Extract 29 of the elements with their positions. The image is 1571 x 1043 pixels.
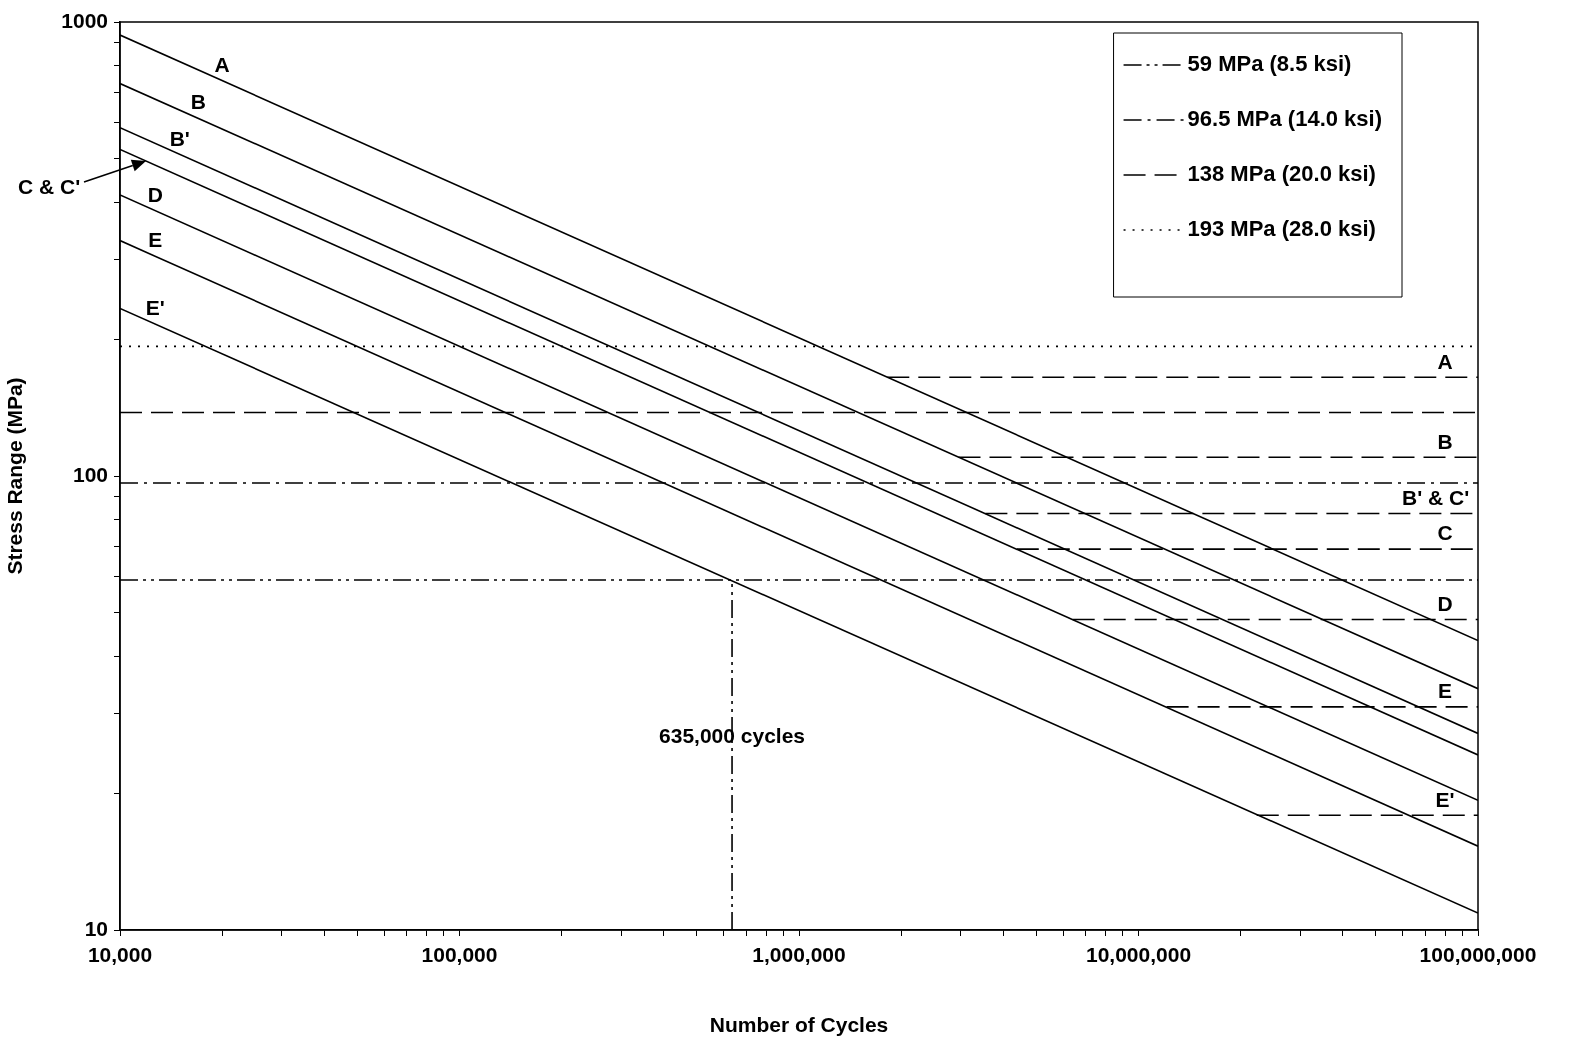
annotation: E [148,228,163,252]
x-tick-label: 1,000,000 [752,943,846,967]
annotation: E' [145,296,165,320]
x-tick-label: 10,000,000 [1085,943,1192,967]
legend-label: 138 MPa (20.0 ksi) [1187,161,1376,187]
y-tick-label: 100 [72,462,108,486]
annotation: E [1438,679,1453,703]
annotation: B [190,90,206,114]
annotation: 635,000 cycles [659,724,806,748]
annotation: B' [169,126,190,150]
y-axis-title: Stress Range (MPa) [3,377,27,575]
annotation: A [214,52,230,76]
text: C & C' [18,174,81,198]
y-tick-label: 1000 [61,8,108,32]
annotation: D [147,183,163,207]
y-tick-label: 10 [84,916,108,940]
annotation: E' [1435,787,1455,811]
legend-label: 193 MPa (28.0 ksi) [1187,216,1376,242]
legend-label: 59 MPa (8.5 ksi) [1187,51,1352,77]
legend-label: 96.5 MPa (14.0 ksi) [1187,106,1383,132]
annotation: C [1437,521,1453,545]
x-tick-label: 100,000 [421,943,498,967]
annotation: D [1437,591,1453,615]
annotation: B' & C' [1402,485,1470,509]
annotation: A [1437,349,1453,373]
x-axis-title: Number of Cycles [709,1013,889,1037]
x-tick-label: 10,000 [87,943,153,967]
annotation: B [1437,429,1453,453]
x-tick-label: 100,000,000 [1419,943,1537,967]
